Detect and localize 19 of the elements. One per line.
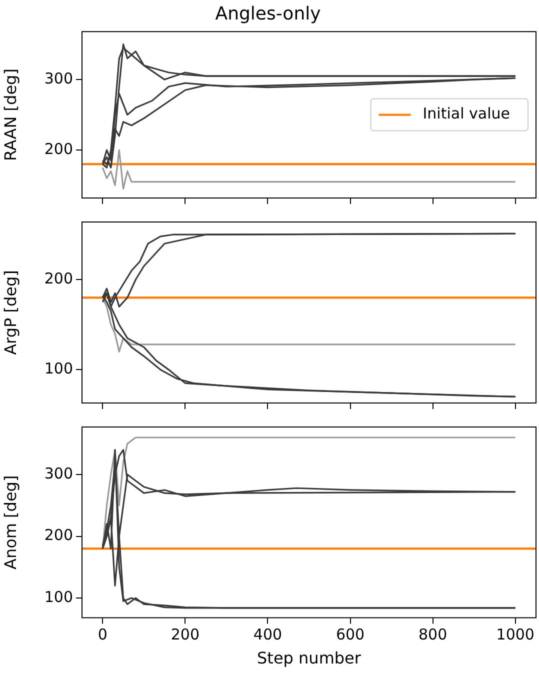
y-tick-label: 100: [44, 360, 73, 378]
chart-title: Angles-only: [215, 3, 322, 24]
x-tick-label: 800: [418, 626, 448, 644]
y-tick-label: 200: [44, 270, 73, 288]
y-axis-title: RAAN [deg]: [0, 68, 20, 162]
x-axis-title: Step number: [257, 648, 362, 668]
legend-label: Initial value: [422, 104, 510, 123]
y-tick-label: 200: [44, 526, 73, 544]
x-tick-label: 400: [253, 626, 282, 644]
x-tick-label: 1000: [496, 626, 534, 644]
y-tick-label: 300: [44, 464, 73, 482]
y-tick-label: 100: [44, 588, 73, 606]
x-tick-label: 200: [170, 626, 200, 644]
x-tick-label: 0: [98, 626, 108, 644]
y-axis-title: ArgP [deg]: [0, 270, 20, 355]
y-tick-label: 300: [44, 69, 73, 88]
y-axis-title: Anom [deg]: [0, 475, 20, 570]
x-tick-label: 600: [336, 626, 365, 644]
y-tick-label: 200: [44, 140, 73, 158]
